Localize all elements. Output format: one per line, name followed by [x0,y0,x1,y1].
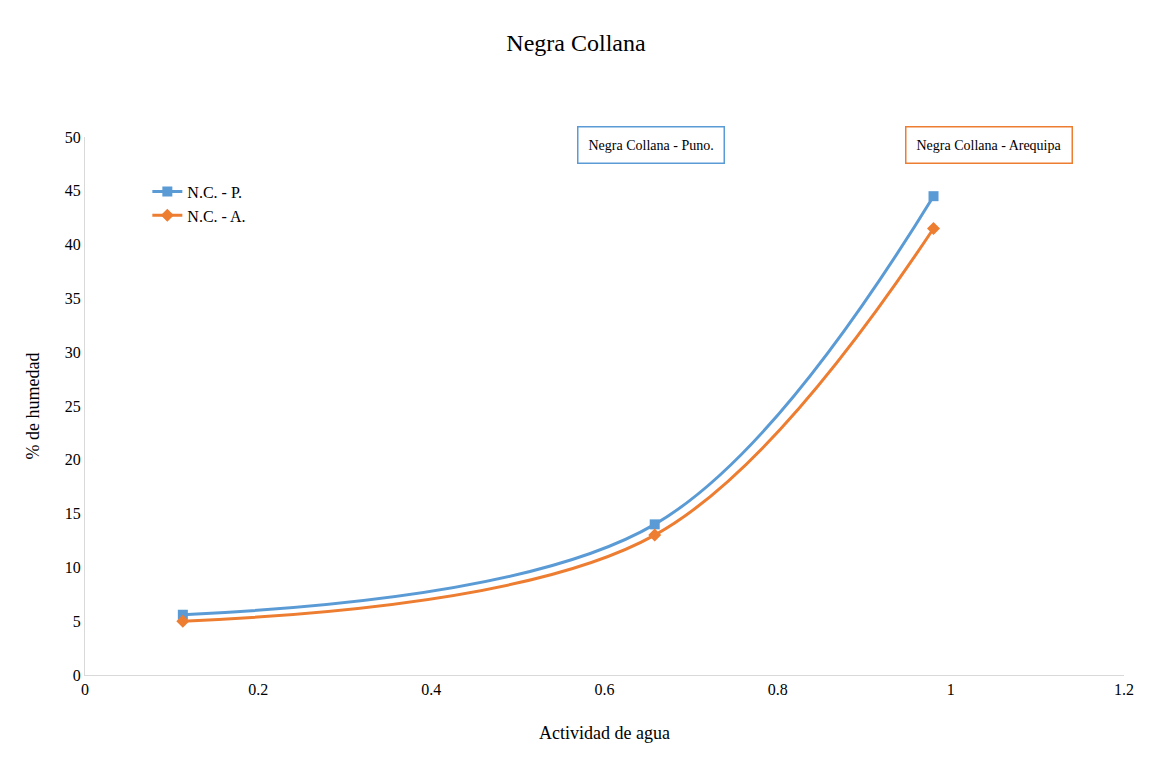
svg-text:1.2: 1.2 [1114,681,1134,698]
svg-text:Negra Collana - Arequipa: Negra Collana - Arequipa [917,138,1062,153]
svg-text:0.6: 0.6 [595,681,615,698]
svg-text:1: 1 [947,681,955,698]
svg-text:0.4: 0.4 [421,681,441,698]
svg-text:5: 5 [73,613,81,630]
svg-text:N.C. - A.: N.C. - A. [187,208,245,225]
svg-text:0: 0 [81,681,89,698]
svg-text:0: 0 [73,667,81,684]
svg-text:Negra Collana: Negra Collana [506,30,646,56]
svg-text:Negra Collana - Puno.: Negra Collana - Puno. [589,138,714,153]
svg-text:45: 45 [65,182,81,199]
svg-text:40: 40 [65,236,81,253]
svg-text:35: 35 [65,290,81,307]
svg-text:25: 25 [65,398,81,415]
svg-text:N.C. - P.: N.C. - P. [187,184,242,201]
svg-text:Actividad de agua: Actividad de agua [539,723,670,743]
svg-text:30: 30 [65,344,81,361]
svg-text:15: 15 [65,505,81,522]
svg-text:50: 50 [65,129,81,146]
svg-text:20: 20 [65,451,81,468]
svg-text:0.2: 0.2 [248,681,268,698]
svg-text:% de humedad: % de humedad [23,353,43,460]
svg-text:10: 10 [65,559,81,576]
svg-text:0.8: 0.8 [768,681,788,698]
